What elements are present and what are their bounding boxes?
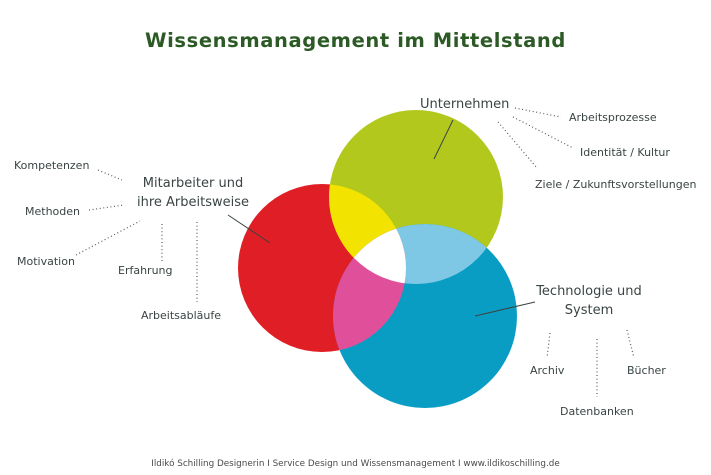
item-buecher: Bücher xyxy=(627,364,666,377)
mitarbeiter-label: Mitarbeiter und ihre Arbeitsweise xyxy=(128,174,258,212)
connector-identitaet xyxy=(512,116,574,149)
connector-buecher xyxy=(626,329,635,359)
footer-credit: Ildikó Schilling Designerin I Service De… xyxy=(151,459,560,469)
item-ziele: Ziele / Zukunftsvorstellungen xyxy=(535,178,697,191)
mitarbeiter-label-line2: ihre Arbeitsweise xyxy=(136,195,250,210)
unternehmen-label: Unternehmen xyxy=(420,97,510,112)
pointer-mitarbeiter xyxy=(227,214,271,244)
technologie-label: Technologie und System xyxy=(527,282,651,320)
technologie-label-line1: Technologie und xyxy=(536,284,642,299)
item-methoden: Methoden xyxy=(25,205,80,218)
item-arbeitsprozesse: Arbeitsprozesse xyxy=(569,111,657,124)
item-arbeitsablaeufe: Arbeitsabläufe xyxy=(141,309,222,322)
mitarbeiter-label-line1: Mitarbeiter und xyxy=(142,176,244,191)
connector-methoden xyxy=(88,204,125,211)
connector-arbeitsprozesse xyxy=(514,107,562,118)
overlap-center xyxy=(333,224,406,284)
connector-motivation xyxy=(75,220,141,256)
connector-kompetenzen xyxy=(97,169,123,181)
item-motivation: Motivation xyxy=(17,255,75,268)
diagram-title: Wissensmanagement im Mittelstand xyxy=(145,29,566,52)
item-datenbanken: Datenbanken xyxy=(560,405,634,418)
item-identitaet-kultur: Identität / Kultur xyxy=(580,146,670,159)
pointer-technologie xyxy=(474,301,536,317)
connector-archiv xyxy=(546,332,551,359)
item-kompetenzen: Kompetenzen xyxy=(14,159,90,172)
connector-ziele xyxy=(497,121,538,169)
item-archiv: Archiv xyxy=(530,364,565,377)
item-erfahrung: Erfahrung xyxy=(118,264,173,277)
pointer-unternehmen xyxy=(433,119,454,160)
technologie-label-line2: System xyxy=(564,303,614,318)
